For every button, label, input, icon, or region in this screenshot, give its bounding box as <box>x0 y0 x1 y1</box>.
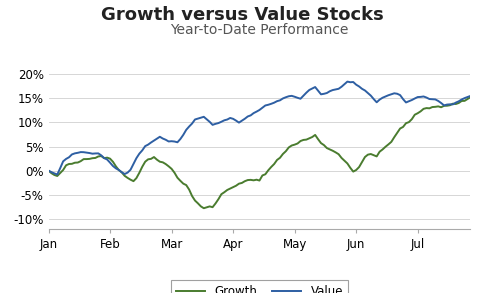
Growth <box>48 171 54 175</box>
Growth <box>467 96 472 99</box>
Growth <box>45 169 51 172</box>
Growth <box>440 104 446 108</box>
Growth <box>200 207 206 210</box>
Value <box>344 80 349 84</box>
Text: Growth versus Value Stocks: Growth versus Value Stocks <box>101 6 383 24</box>
Value <box>69 153 75 156</box>
Value <box>54 173 60 176</box>
Value <box>382 95 388 98</box>
Title: Year-to-Date Performance: Year-to-Date Performance <box>170 23 348 37</box>
Value <box>443 103 449 106</box>
Growth <box>367 152 373 156</box>
Growth <box>66 162 72 166</box>
Line: Value: Value <box>48 82 469 175</box>
Value <box>467 94 472 98</box>
Legend: Growth, Value: Growth, Value <box>171 280 347 293</box>
Growth <box>291 143 297 146</box>
Line: Growth: Growth <box>48 97 469 208</box>
Value <box>370 97 376 101</box>
Value <box>48 170 54 174</box>
Growth <box>379 148 385 151</box>
Value <box>291 95 297 98</box>
Value <box>45 169 51 172</box>
